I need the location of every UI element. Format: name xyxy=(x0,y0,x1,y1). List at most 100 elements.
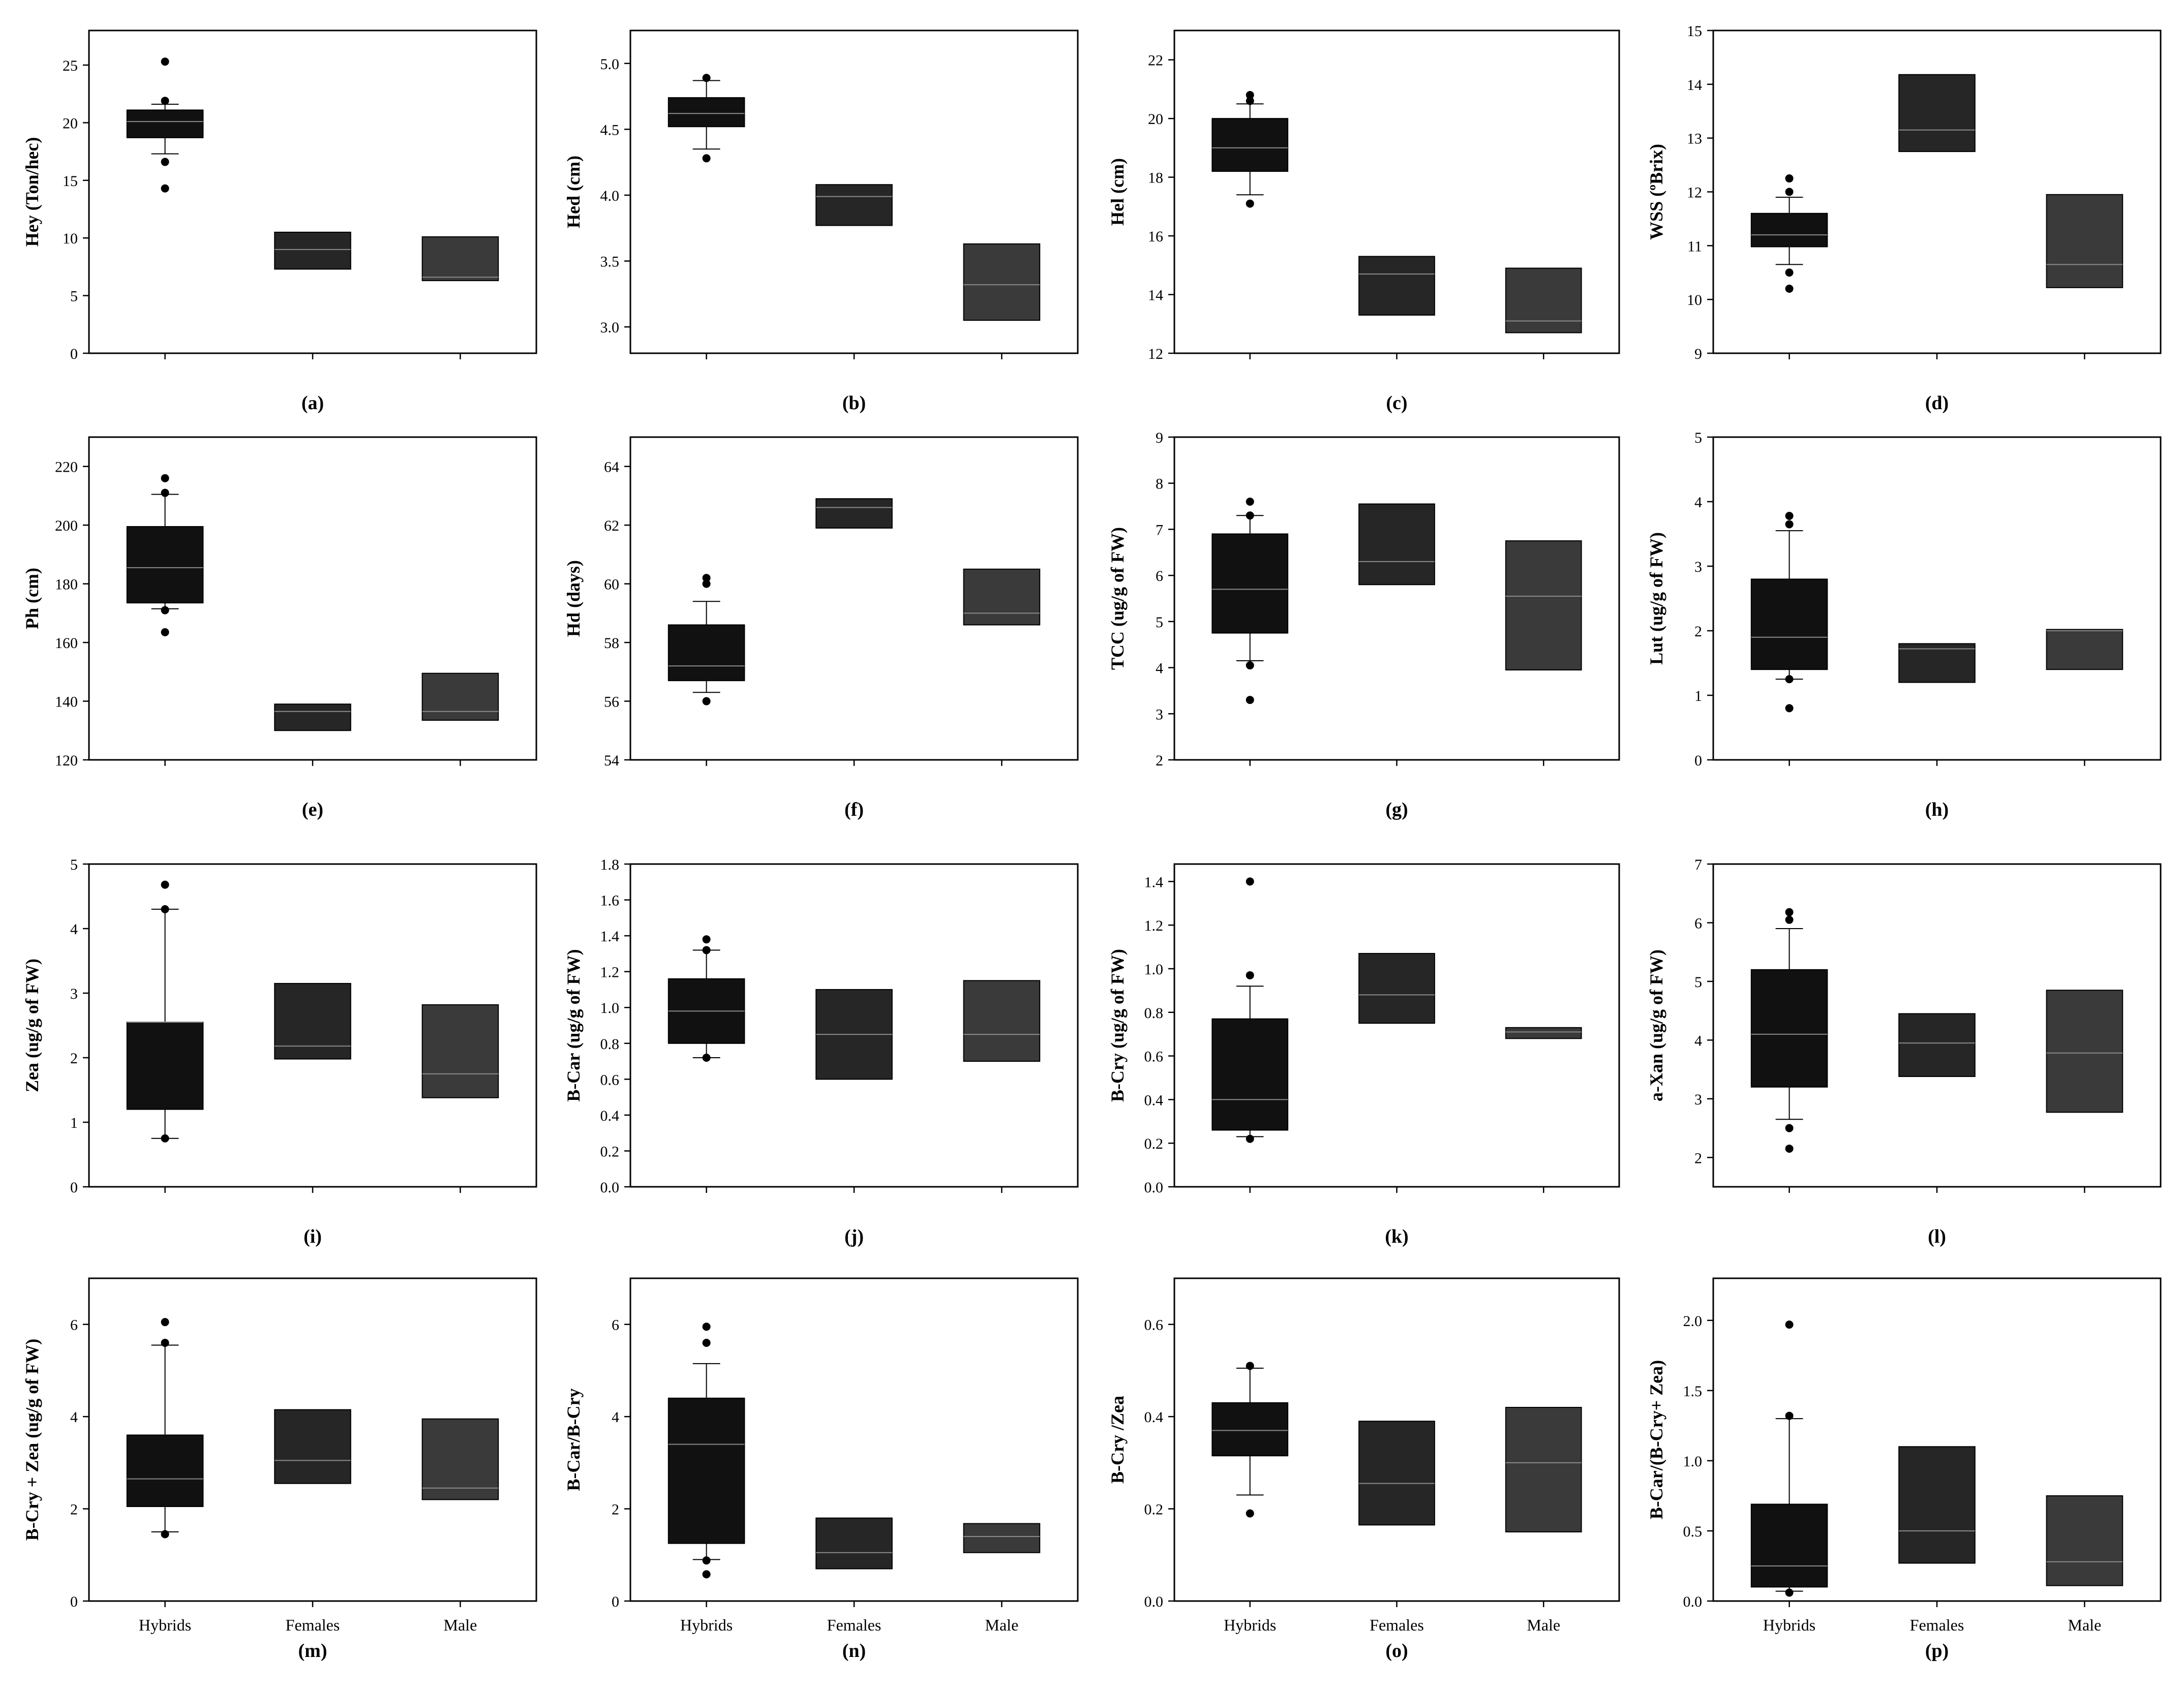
y-tick-label: 0 xyxy=(1694,752,1702,769)
y-tick-label: 220 xyxy=(55,459,78,476)
box-body xyxy=(963,980,1041,1062)
y-tick-label: 1.5 xyxy=(1683,1383,1703,1400)
x-category-label: Females xyxy=(1910,1616,1964,1634)
box-body xyxy=(1358,952,1435,1024)
y-tick-label: 20 xyxy=(1148,111,1163,128)
box-body xyxy=(1505,1407,1582,1532)
box-2 xyxy=(815,1517,893,1570)
x-category-label: Male xyxy=(1527,1616,1560,1634)
outlier-point xyxy=(1785,1124,1794,1132)
box-1 xyxy=(126,1318,204,1539)
y-tick-label: 6 xyxy=(70,1317,78,1334)
panel-label: (g) xyxy=(1385,799,1408,820)
y-tick-label: 1.2 xyxy=(1144,917,1164,934)
panel-g: 2 3 4 5 6 7 8 9 TCC (ug/g of FW) (g) xyxy=(1107,429,1620,820)
box-2 xyxy=(1898,74,1976,152)
y-tick-label: 2 xyxy=(70,1501,78,1518)
y-tick-label: 13 xyxy=(1687,131,1702,147)
y-tick-label: 180 xyxy=(55,576,78,593)
y-tick-label: 9 xyxy=(1156,429,1163,446)
outlier-point xyxy=(1246,97,1254,105)
box-3 xyxy=(1505,1027,1582,1039)
box-1 xyxy=(668,574,745,705)
outlier-point xyxy=(161,880,169,889)
outlier-point xyxy=(1246,498,1254,506)
panel-label: (p) xyxy=(1925,1640,1949,1662)
box-body xyxy=(421,1004,499,1098)
y-tick-label: 14 xyxy=(1148,287,1163,304)
y-tick-label: 3 xyxy=(70,986,78,1002)
outlier-point xyxy=(1785,1588,1794,1597)
box-body xyxy=(1211,1018,1289,1131)
y-tick-label: 0.6 xyxy=(600,1071,620,1088)
box-body xyxy=(815,498,893,529)
y-axis-label: B-Car (ug/g of FW) xyxy=(563,949,584,1101)
panel-i: 0 1 2 3 4 5 Zea (ug/g of FW) (i) xyxy=(22,856,537,1247)
box-body xyxy=(421,236,499,282)
outlier-point xyxy=(702,946,711,955)
y-tick-label: 3.0 xyxy=(600,319,620,336)
outlier-point xyxy=(1246,696,1254,704)
panel-h: 0 1 2 3 4 5 Lut (ug/g of FW) (h) xyxy=(1646,429,2162,820)
y-tick-label: 4.5 xyxy=(600,121,620,138)
y-tick-label: 2 xyxy=(70,1050,78,1067)
box-2 xyxy=(815,989,893,1080)
box-body xyxy=(2046,194,2124,288)
y-tick-label: 12 xyxy=(1687,185,1702,201)
y-axis-label: Ph (cm) xyxy=(22,568,42,629)
box-1 xyxy=(1750,511,1828,713)
box-1 xyxy=(1211,877,1289,1143)
y-tick-label: 5 xyxy=(70,288,78,305)
outlier-point xyxy=(161,57,169,66)
outlier-point xyxy=(702,154,711,163)
panel-n: 0 2 4 6 B-Car/B-Cry Hybrids Females Male (n) xyxy=(563,1277,1079,1662)
outlier-point xyxy=(1785,268,1794,277)
panel-label: (e) xyxy=(302,799,323,820)
box-3 xyxy=(2046,194,2124,288)
outlier-point xyxy=(161,488,169,497)
panel-d: 9 10 11 12 13 14 15 WSS (ºBrix) (d) xyxy=(1646,23,2162,414)
x-category-label: Hybrids xyxy=(1224,1616,1276,1634)
y-tick-label: 14 xyxy=(1687,77,1702,94)
y-tick-label: 0.2 xyxy=(600,1143,620,1160)
outlier-point xyxy=(1246,1509,1254,1518)
box-body xyxy=(668,1397,745,1544)
box-body xyxy=(815,184,893,226)
box-body xyxy=(1750,578,1828,670)
box-body xyxy=(815,1517,893,1570)
y-tick-label: 6 xyxy=(1156,568,1163,585)
box-body xyxy=(274,982,351,1060)
box-3 xyxy=(963,243,1041,321)
y-tick-label: 58 xyxy=(604,635,619,652)
y-tick-label: 20 xyxy=(63,115,78,132)
y-tick-label: 0.0 xyxy=(600,1179,620,1196)
box-2 xyxy=(1358,256,1435,316)
y-axis-label: Hd (days) xyxy=(563,560,584,637)
y-tick-label: 4 xyxy=(70,1409,78,1426)
box-body xyxy=(1211,533,1289,634)
panel-l: 2 3 4 5 6 7 a-Xan (ug/g of FW) (l) xyxy=(1646,856,2162,1247)
y-tick-label: 2 xyxy=(1156,752,1163,769)
box-3 xyxy=(1505,1407,1582,1532)
y-tick-label: 16 xyxy=(1148,228,1163,245)
y-tick-label: 6 xyxy=(612,1317,619,1334)
y-tick-label: 8 xyxy=(1156,476,1163,493)
box-1 xyxy=(668,1323,745,1579)
y-tick-label: 60 xyxy=(604,576,619,593)
box-1 xyxy=(126,474,204,636)
outlier-point xyxy=(1246,91,1254,99)
x-category-label: Male xyxy=(444,1616,477,1634)
box-1 xyxy=(1211,498,1289,704)
y-tick-label: 0.4 xyxy=(1144,1092,1164,1109)
box-body xyxy=(126,526,204,604)
y-tick-label: 5.0 xyxy=(600,56,620,73)
box-3 xyxy=(963,568,1041,626)
y-tick-label: 0.4 xyxy=(600,1108,620,1124)
outlier-point xyxy=(702,697,711,705)
y-tick-label: 56 xyxy=(604,694,619,711)
outlier-point xyxy=(1246,1134,1254,1143)
x-category-label: Females xyxy=(286,1616,340,1634)
panel-label: (m) xyxy=(298,1640,327,1662)
panel-label: (d) xyxy=(1925,392,1949,414)
y-tick-label: 5 xyxy=(1694,429,1702,446)
